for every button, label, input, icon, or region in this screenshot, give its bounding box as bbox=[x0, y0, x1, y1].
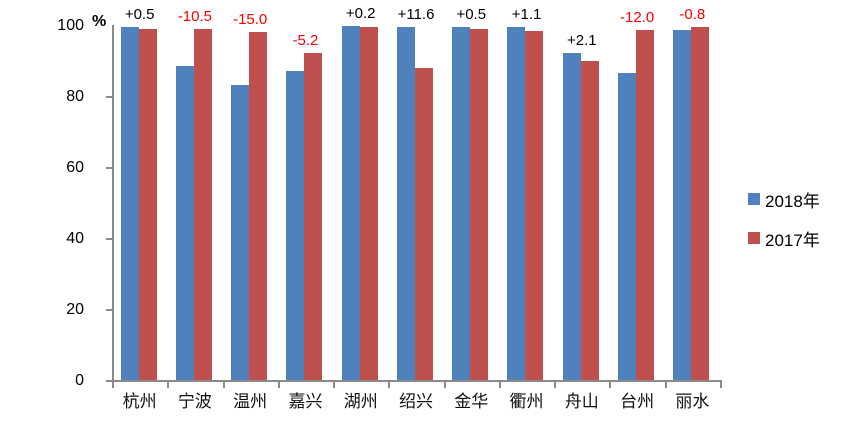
x-axis-label: 温州 bbox=[233, 392, 268, 411]
x-axis-tick bbox=[498, 380, 501, 388]
annotation-label: +0.2 bbox=[345, 5, 376, 23]
bar-2018年 bbox=[673, 29, 692, 380]
x-axis-label: 杭州 bbox=[122, 392, 157, 411]
legend-item-2018: 2018年 bbox=[748, 186, 820, 212]
bar-2018年 bbox=[120, 26, 139, 380]
bar-2018年 bbox=[175, 65, 194, 380]
annotation-label: +11.6 bbox=[397, 5, 435, 23]
y-axis-tick bbox=[106, 309, 114, 311]
bar-2017年 bbox=[249, 32, 268, 380]
x-axis-tick bbox=[443, 380, 446, 388]
bar-2017年 bbox=[359, 27, 378, 380]
y-axis-label: 80 bbox=[66, 88, 84, 105]
bar-2018年 bbox=[286, 71, 305, 380]
annotation-label: +0.5 bbox=[124, 5, 155, 23]
annotation-label: -5.2 bbox=[292, 31, 319, 49]
bar-2018年 bbox=[341, 26, 360, 380]
y-axis bbox=[112, 25, 114, 382]
y-axis-label: 60 bbox=[66, 159, 84, 176]
y-axis-label: 100 bbox=[57, 17, 84, 34]
y-axis-label: 40 bbox=[66, 230, 84, 247]
x-axis-tick bbox=[664, 380, 667, 388]
bar-2017年 bbox=[635, 30, 654, 380]
annotation-label: +1.1 bbox=[511, 6, 542, 24]
x-axis-tick bbox=[167, 380, 170, 388]
bar-2017年 bbox=[691, 26, 710, 380]
legend: 2018年 2017年 bbox=[748, 186, 820, 264]
x-axis-label: 金华 bbox=[454, 392, 489, 411]
x-axis-tick bbox=[609, 380, 612, 388]
bar-2018年 bbox=[507, 27, 526, 380]
x-axis-label: 丽水 bbox=[675, 392, 710, 411]
x-axis-label: 嘉兴 bbox=[288, 392, 323, 411]
legend-label-2018: 2018年 bbox=[765, 191, 820, 211]
bar-2017年 bbox=[138, 28, 157, 380]
bar-2017年 bbox=[470, 28, 489, 380]
legend-label-2017: 2017年 bbox=[765, 230, 820, 250]
bar-2017年 bbox=[304, 52, 323, 380]
y-axis-label: 20 bbox=[66, 301, 84, 318]
annotation-label: +2.1 bbox=[567, 32, 597, 50]
x-axis-label: 台州 bbox=[620, 392, 655, 411]
y-axis-tick bbox=[106, 380, 114, 382]
x-axis-tick bbox=[112, 380, 114, 388]
bar-2018年 bbox=[452, 27, 471, 380]
legend-item-2017: 2017年 bbox=[748, 225, 820, 251]
x-axis-tick bbox=[388, 380, 391, 388]
bar-2018年 bbox=[396, 26, 415, 380]
annotation-label: -0.8 bbox=[679, 5, 706, 23]
x-axis-label: 绍兴 bbox=[399, 392, 433, 411]
bar-2017年 bbox=[525, 31, 544, 380]
bar-2017年 bbox=[193, 28, 212, 380]
bar-2017年 bbox=[414, 67, 433, 380]
bar-2018年 bbox=[231, 85, 250, 380]
x-axis-label: 湖州 bbox=[343, 392, 378, 411]
x-axis-tick bbox=[277, 380, 280, 388]
x-axis-tick bbox=[333, 380, 336, 388]
bar-2018年 bbox=[562, 53, 581, 380]
x-axis-label: 衢州 bbox=[509, 392, 544, 411]
x-axis-label: 舟山 bbox=[564, 392, 599, 411]
y-axis-tick bbox=[106, 96, 114, 98]
y-axis-tick bbox=[106, 238, 114, 240]
x-axis-tick bbox=[554, 380, 557, 388]
annotation-label: -10.5 bbox=[177, 7, 213, 25]
bar-2018年 bbox=[617, 72, 636, 380]
y-axis-label: 0 bbox=[75, 372, 84, 389]
annotation-label: -15.0 bbox=[233, 11, 268, 29]
y-axis-tick bbox=[106, 167, 114, 169]
y-axis-unit-label: % bbox=[92, 13, 107, 30]
x-axis-tick bbox=[222, 380, 225, 388]
legend-swatch-2017 bbox=[748, 232, 760, 244]
annotation-label: +0.5 bbox=[456, 6, 487, 24]
x-axis-label: 宁波 bbox=[177, 392, 212, 411]
x-axis-tick bbox=[720, 380, 722, 388]
bar-2017年 bbox=[580, 60, 599, 380]
x-axis bbox=[106, 380, 722, 382]
legend-swatch-2018 bbox=[748, 193, 760, 205]
annotation-label: -12.0 bbox=[619, 9, 655, 27]
